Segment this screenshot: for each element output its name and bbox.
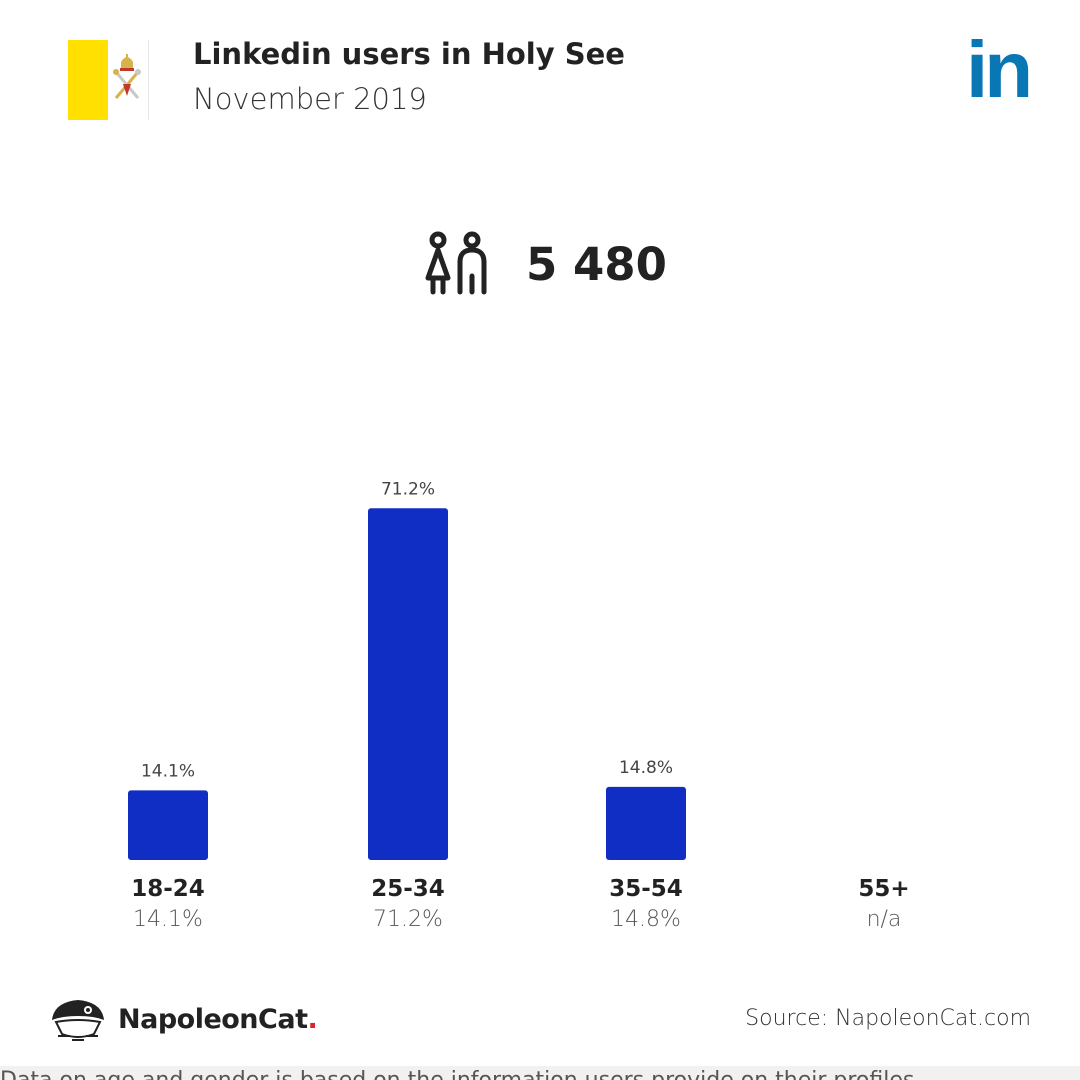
bar-data-label: 14.1% (141, 761, 195, 781)
total-users: 5 480 (420, 228, 667, 300)
category-name: 18-24 (131, 876, 205, 902)
flag-white-stripe (108, 40, 149, 120)
bar-25-34 (368, 508, 448, 860)
bar-18-24 (128, 790, 208, 860)
total-users-value: 5 480 (526, 237, 667, 291)
bar-data-label: 14.8% (619, 758, 673, 778)
disclaimer-band: Data on age and gender is based on the i… (0, 1066, 1080, 1080)
flag-yellow-stripe (68, 40, 108, 120)
age-bar-chart: 14.1% 71.2% 14.8% (128, 479, 686, 860)
linkedin-logo-icon: in (966, 25, 1033, 114)
bar-35-54 (606, 786, 686, 860)
people-icon (425, 231, 487, 295)
napoleoncat-logo[interactable]: NapoleonCat. (48, 994, 318, 1044)
category-value: n/a (866, 907, 902, 932)
holy-see-flag-icon (68, 40, 150, 120)
category-label-3: 55+ n/a (794, 876, 974, 932)
napoleoncat-name: NapoleonCat (118, 1003, 308, 1035)
category-value: 71.2% (373, 907, 443, 932)
papal-keys-icon (113, 54, 141, 99)
chart-subtitle: November 2019 (193, 82, 427, 116)
category-label-0: 18-24 14.1% (78, 876, 258, 932)
category-label-2: 35-54 14.8% (556, 876, 736, 932)
category-value: 14.1% (133, 907, 203, 932)
source-text: Source: NapoleonCat.com (745, 1006, 1031, 1031)
category-name: 25-34 (371, 876, 445, 902)
category-value: 14.8% (611, 907, 681, 932)
category-name: 55+ (858, 876, 910, 902)
bar-data-label: 71.2% (381, 479, 435, 499)
napoleoncat-icon (52, 1000, 104, 1041)
category-label-1: 25-34 71.2% (318, 876, 498, 932)
napoleoncat-dot: . (307, 1003, 318, 1035)
category-name: 35-54 (609, 876, 683, 902)
chart-title: Linkedin users in Holy See (193, 37, 625, 71)
disclaimer-text: Data on age and gender is based on the i… (0, 1070, 921, 1080)
